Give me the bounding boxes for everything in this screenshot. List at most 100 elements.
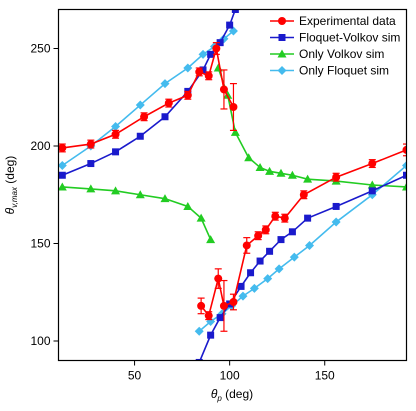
series-1-point: [403, 171, 407, 179]
series-3-point: [331, 217, 341, 227]
series-2-point: [135, 190, 145, 199]
y-tick-label: 100: [30, 334, 50, 348]
series-1-point: [136, 132, 144, 140]
series-2-point: [58, 182, 67, 191]
legend-entry: Only Floquet sim: [270, 64, 389, 78]
plot-layer: [58, 9, 407, 361]
series-1-point: [304, 214, 312, 222]
series-0-point: [212, 44, 221, 53]
y-tick-label: 150: [30, 237, 50, 251]
x-axis-label: θp (deg): [211, 387, 253, 403]
series-3-point: [289, 252, 299, 262]
series-2-line-0: [62, 186, 212, 240]
series-2-point: [367, 180, 377, 189]
series-1-point: [216, 314, 224, 322]
series-3-point: [274, 264, 284, 274]
series-1-point: [216, 39, 224, 47]
series-2-point: [265, 166, 275, 175]
series-2-point: [183, 201, 193, 210]
series-2: [58, 63, 407, 244]
y-tick-label: 250: [30, 42, 50, 56]
series-3-point: [238, 291, 248, 301]
series-3-point: [305, 240, 315, 250]
series-0-point: [242, 241, 251, 250]
series-0-point: [271, 212, 280, 221]
series-2-line-1: [217, 67, 407, 188]
legend-label: Floquet-Volkov sim: [299, 31, 400, 45]
series-0-point: [332, 173, 341, 182]
series-3-point: [183, 63, 193, 73]
y-axis-label: θv,max (deg): [3, 156, 19, 215]
legend-entry: Only Volkov sim: [270, 47, 384, 61]
series-2-point: [111, 186, 121, 195]
error-bar: [403, 143, 407, 157]
series-3-point: [198, 49, 208, 59]
legend-entry: Floquet-Volkov sim: [270, 31, 400, 45]
series-1-point: [247, 269, 255, 277]
series-2-point: [160, 194, 170, 203]
series-0-point: [261, 225, 270, 234]
series-0-point: [140, 112, 149, 121]
series-0-point: [229, 298, 238, 306]
series-0-point: [195, 67, 204, 76]
series-1-point: [112, 148, 120, 156]
series-2-point: [86, 184, 96, 193]
series-1-point: [256, 257, 264, 265]
legend-marker: [277, 49, 287, 58]
series-3-point: [249, 283, 259, 293]
series-3-point: [160, 79, 170, 89]
series-1-point: [332, 202, 340, 210]
plot-frame: [57, 8, 408, 362]
series-0-point: [368, 159, 377, 168]
series-2-point: [255, 162, 265, 171]
series-0-point: [197, 301, 206, 310]
legend-label: Experimental data: [299, 14, 396, 28]
series-0-point: [164, 99, 173, 108]
series-1-point: [161, 113, 169, 121]
series-0-point: [204, 311, 213, 320]
series-3-point: [111, 122, 121, 131]
series-2-point: [303, 174, 313, 183]
legend-entry: Experimental data: [270, 14, 396, 28]
series-0: [58, 42, 407, 332]
series-0-point: [58, 143, 67, 152]
series-0-point: [86, 140, 95, 149]
series-2-point: [287, 170, 297, 179]
legend: Experimental data Floquet-Volkov sim Only …: [270, 14, 400, 78]
series-0-point: [219, 85, 228, 94]
series-0-point: [229, 103, 238, 111]
series-1-point: [226, 21, 234, 29]
series-2-point: [402, 182, 407, 191]
series-1-point: [199, 66, 207, 74]
series-0-point: [219, 301, 228, 310]
series-1-point: [237, 282, 245, 290]
series-0-point: [214, 274, 223, 283]
legend-label: Only Volkov sim: [299, 47, 384, 61]
series-0-line-1: [200, 149, 407, 318]
series-2-point: [244, 153, 254, 162]
series-1-point: [368, 187, 376, 195]
legend-marker: [278, 34, 286, 41]
series-1-point: [195, 358, 203, 361]
series-1-point: [277, 236, 285, 244]
series-0-point: [299, 190, 308, 199]
series-3-point: [194, 326, 204, 336]
series-1-point: [87, 160, 95, 168]
series-1-point: [266, 247, 274, 255]
series-1-line-0: [61, 9, 237, 176]
series-3-point: [58, 161, 67, 170]
series-1-point: [231, 9, 239, 13]
series-0-point: [204, 71, 213, 80]
series-1-point: [207, 331, 215, 339]
x-tick-label: 150: [315, 369, 335, 383]
series-2-point: [230, 127, 240, 136]
series-1-point: [207, 50, 215, 58]
series-1-line-1: [199, 174, 407, 361]
legend-marker: [278, 17, 286, 25]
series-3-point: [402, 161, 407, 170]
legend-label: Only Floquet sim: [299, 64, 389, 78]
series-3-point: [263, 274, 273, 284]
x-tick-label: 100: [220, 369, 240, 383]
series-0-point: [111, 130, 120, 139]
